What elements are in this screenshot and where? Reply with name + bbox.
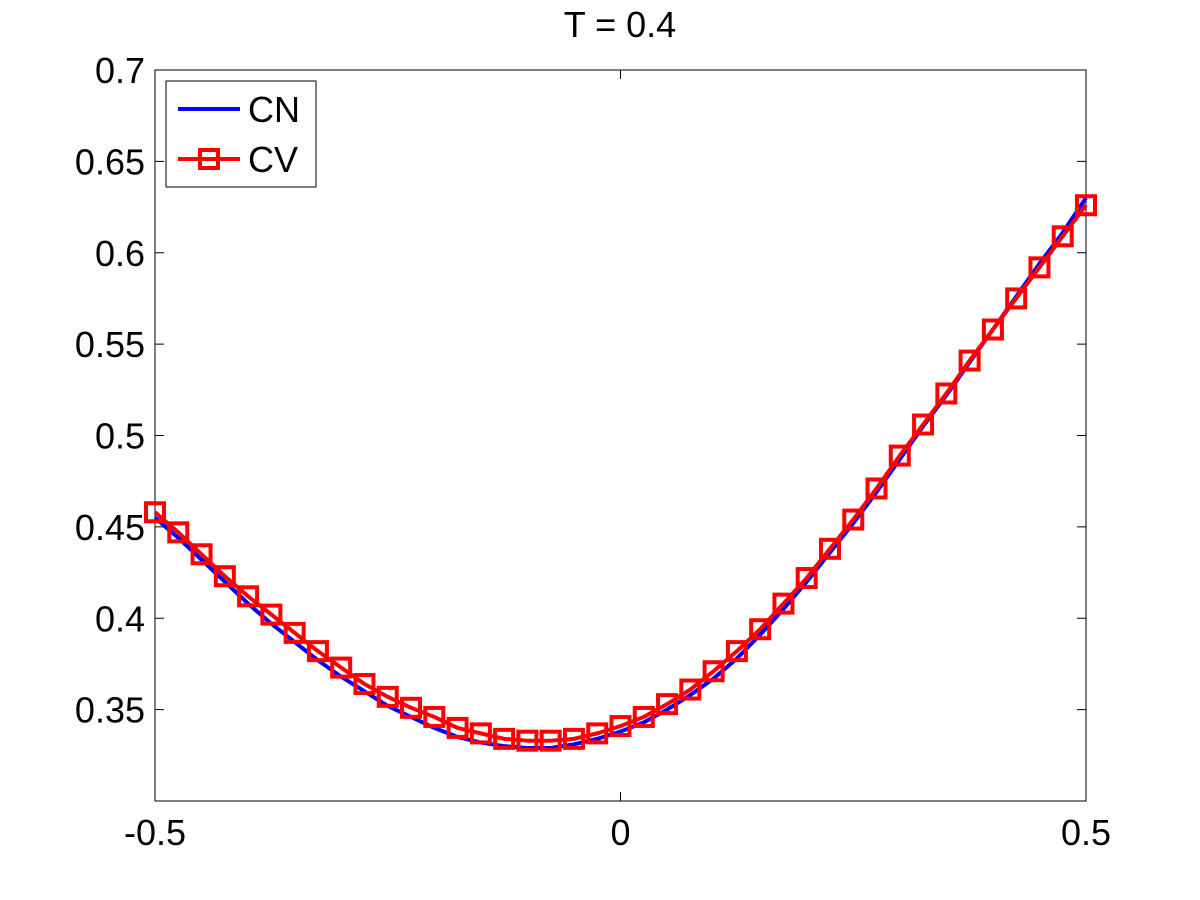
chart-title: T = 0.4 <box>564 4 676 45</box>
y-tick-label: 0.5 <box>95 416 145 457</box>
y-tick-label: 0.35 <box>75 690 145 731</box>
cv-marker <box>1028 256 1051 279</box>
cv-marker <box>865 477 888 500</box>
cv-marker <box>935 382 958 405</box>
cv-marker <box>679 678 702 701</box>
legend: CN CV <box>165 80 317 188</box>
legend-box <box>165 80 317 188</box>
cv-marker <box>702 660 725 683</box>
cv-marker <box>795 567 818 590</box>
cv-marker <box>539 729 562 752</box>
y-tick-label: 0.7 <box>95 50 145 91</box>
cv-marker <box>353 673 376 696</box>
cv-marker <box>749 618 772 641</box>
cv-marker <box>400 696 423 719</box>
cv-marker <box>469 722 492 745</box>
cv-marker <box>237 585 260 608</box>
cv-marker <box>609 715 632 738</box>
cv-marker <box>562 727 585 750</box>
cv-marker <box>283 621 306 644</box>
cv-marker <box>1075 194 1097 217</box>
cv-marker <box>656 693 679 716</box>
y-tick-label: 0.6 <box>95 233 145 274</box>
cv-marker <box>842 508 865 531</box>
x-tick-label: -0.5 <box>124 812 186 853</box>
cv-marker <box>260 603 283 626</box>
cv-marker <box>818 537 841 560</box>
cv-marker <box>888 444 911 467</box>
y-tick-label: 0.4 <box>95 598 145 639</box>
cv-marker <box>632 705 655 728</box>
cv-marker <box>446 716 469 739</box>
cv-marker <box>167 521 190 544</box>
cv-marker <box>958 349 981 372</box>
cv-marker <box>190 543 213 566</box>
legend-label-cn: CN <box>248 89 300 130</box>
cv-marker <box>772 592 795 615</box>
legend-label-cv: CV <box>248 139 298 180</box>
cv-marker <box>586 722 609 745</box>
series-layer <box>144 194 1097 752</box>
y-tick-label: 0.65 <box>75 141 145 182</box>
cv-marker <box>376 685 399 708</box>
x-tick-label: 0.5 <box>1061 812 1111 853</box>
cv-marker <box>306 640 329 663</box>
cv-marker <box>516 729 539 752</box>
cv-marker <box>423 705 446 728</box>
legend-marker-cv <box>198 148 220 170</box>
cv-marker <box>725 640 748 663</box>
cv-marker <box>330 656 353 679</box>
cv-marker <box>144 501 166 524</box>
cv-marker <box>912 413 935 436</box>
cv-marker <box>213 565 236 588</box>
x-tick-label: 0 <box>610 812 630 853</box>
y-tick-label: 0.55 <box>75 324 145 365</box>
cv-marker <box>1005 287 1028 310</box>
cv-marker <box>1051 225 1074 248</box>
axis-ticks: -0.5 0 0.5 0.35 0.4 0.45 0.5 0.55 0.6 0.65 0.7 <box>75 50 1111 853</box>
y-tick-label: 0.45 <box>75 507 145 548</box>
cv-marker <box>981 318 1004 341</box>
cv-marker <box>493 727 516 750</box>
